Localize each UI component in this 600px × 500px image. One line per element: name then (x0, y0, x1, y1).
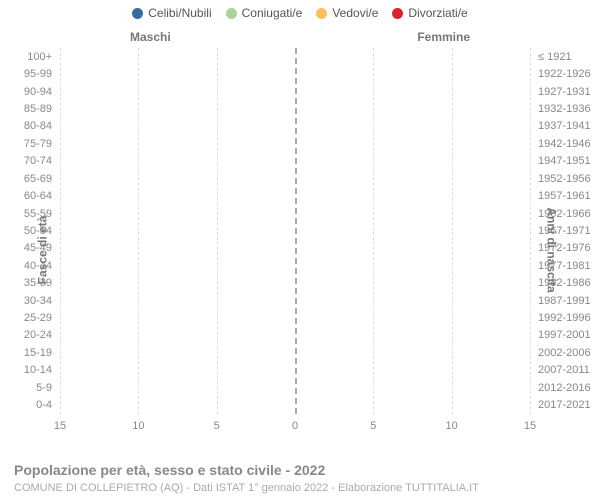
age-label: 30-34 (24, 295, 60, 307)
age-label: 55-59 (24, 208, 60, 220)
age-label: 70-74 (24, 155, 60, 167)
birth-year-label: ≤ 1921 (530, 51, 572, 63)
birth-year-label: 1932-1936 (530, 103, 591, 115)
grid-line (217, 48, 218, 414)
grid-line (530, 48, 531, 414)
birth-year-label: 2007-2011 (530, 364, 590, 376)
age-label: 50-54 (24, 225, 60, 237)
birth-year-label: 1997-2001 (530, 329, 591, 341)
x-tick-label: 5 (214, 420, 220, 432)
x-tick-label: 10 (446, 420, 458, 432)
age-label: 15-19 (24, 347, 60, 359)
plot-area: 100+≤ 192195-991922-192690-941927-193185… (60, 48, 530, 436)
grid-line (60, 48, 61, 414)
legend-label: Coniugati/e (242, 6, 303, 20)
chart-subtitle: COMUNE DI COLLEPIETRO (AQ) - Dati ISTAT … (14, 482, 479, 494)
legend-label: Vedovi/e (332, 6, 378, 20)
legend-label: Celibi/Nubili (148, 6, 211, 20)
age-label: 40-44 (24, 260, 60, 272)
birth-year-label: 1947-1951 (530, 155, 591, 167)
birth-year-label: 1992-1996 (530, 312, 591, 324)
birth-year-label: 1927-1931 (530, 86, 591, 98)
birth-year-label: 1952-1956 (530, 173, 591, 185)
legend-item-celibi: Celibi/Nubili (132, 6, 211, 20)
birth-year-label: 1982-1986 (530, 277, 591, 289)
gender-left-label: Maschi (130, 30, 171, 44)
age-label: 65-69 (24, 173, 60, 185)
birth-year-label: 1967-1971 (530, 225, 591, 237)
gender-right-label: Femmine (417, 30, 470, 44)
chart-title: Popolazione per età, sesso e stato civil… (14, 462, 325, 478)
x-tick-label: 0 (292, 420, 298, 432)
age-label: 5-9 (36, 382, 60, 394)
legend-swatch (392, 8, 403, 19)
age-label: 45-49 (24, 242, 60, 254)
age-label: 85-89 (24, 103, 60, 115)
age-label: 25-29 (24, 312, 60, 324)
birth-year-label: 1957-1961 (530, 190, 591, 202)
age-label: 75-79 (24, 138, 60, 150)
legend: Celibi/Nubili Coniugati/e Vedovi/e Divorzia… (0, 0, 600, 20)
birth-year-label: 2012-2016 (530, 382, 591, 394)
birth-year-label: 2017-2021 (530, 399, 591, 411)
legend-item-coniugati: Coniugati/e (226, 6, 303, 20)
legend-item-divorziati: Divorziati/e (392, 6, 467, 20)
birth-year-label: 1962-1966 (530, 208, 591, 220)
population-pyramid-chart: Celibi/Nubili Coniugati/e Vedovi/e Divorzia… (0, 0, 600, 500)
grid-line (138, 48, 139, 414)
birth-year-label: 1942-1946 (530, 138, 591, 150)
x-tick-label: 5 (370, 420, 376, 432)
age-label: 90-94 (24, 86, 60, 98)
age-label: 0-4 (36, 399, 60, 411)
legend-item-vedovi: Vedovi/e (316, 6, 378, 20)
x-tick-label: 15 (524, 420, 536, 432)
legend-swatch (316, 8, 327, 19)
legend-swatch (132, 8, 143, 19)
birth-year-label: 1987-1991 (530, 295, 591, 307)
legend-swatch (226, 8, 237, 19)
x-tick-label: 10 (132, 420, 144, 432)
birth-year-label: 1972-1976 (530, 242, 591, 254)
center-grid-line (295, 48, 297, 414)
grid-line (452, 48, 453, 414)
birth-year-label: 2002-2006 (530, 347, 591, 359)
grid-line (373, 48, 374, 414)
age-label: 80-84 (24, 120, 60, 132)
age-label: 20-24 (24, 329, 60, 341)
age-label: 100+ (27, 51, 60, 63)
legend-label: Divorziati/e (408, 6, 467, 20)
age-label: 95-99 (24, 68, 60, 80)
age-label: 10-14 (24, 364, 60, 376)
birth-year-label: 1937-1941 (530, 120, 591, 132)
birth-year-label: 1922-1926 (530, 68, 591, 80)
birth-year-label: 1977-1981 (530, 260, 591, 272)
x-tick-label: 15 (54, 420, 66, 432)
age-label: 35-39 (24, 277, 60, 289)
age-label: 60-64 (24, 190, 60, 202)
